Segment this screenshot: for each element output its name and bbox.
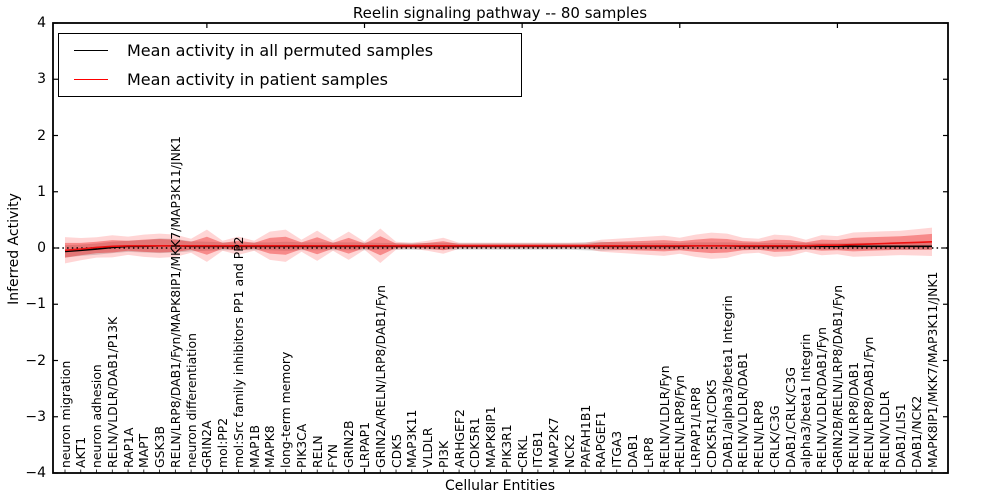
x-tick-label: MAPK8IP1/MKK7/MAP3K11/JNK1 (924, 271, 940, 468)
x-tick-label: GRIN2A/RELN/LRP8/DAB1/Fyn (372, 284, 388, 468)
legend-line-red-icon (74, 79, 108, 80)
x-tick-label: RELN/LRP8 (751, 400, 767, 468)
x-tick-label: MAP1B (246, 424, 262, 468)
x-tick-label: PIK3CA (293, 423, 309, 468)
legend-item-permuted: Mean activity in all permuted samples (74, 36, 521, 65)
legend: Mean activity in all permuted samples Me… (58, 33, 522, 97)
x-tick-label: MAPT (136, 433, 152, 468)
x-tick-label: GRIN2A (199, 420, 215, 469)
x-axis-label: Cellular Entities (444, 478, 556, 494)
y-tick-label: −3 (25, 408, 46, 425)
x-tick-label: RELN (309, 435, 325, 468)
x-tick-label: ARHGEF2 (451, 409, 467, 468)
x-tick-label: ITGA3 (609, 430, 625, 468)
x-tick-label: RELN/LRP8/DAB1/Fyn/MAPK8IP1/MKK7/MAP3K11… (167, 136, 183, 468)
x-tick-label: GRIN2B/RELN/LRP8/DAB1/Fyn (829, 284, 845, 468)
x-tick-label: RELN/VLDLR/DAB1/Fyn (814, 327, 830, 468)
x-tick-label: MAPK8IP1 (483, 406, 499, 468)
y-tick-label: 2 (37, 127, 46, 144)
x-tick-label: RELN/VLDLR (877, 390, 893, 468)
chart-title: Reelin signaling pathway -- 80 samples (352, 4, 648, 22)
x-tick-label: long-term memory (278, 351, 294, 468)
x-tick-label: DAB1/CRLK/C3G (782, 367, 798, 468)
legend-line-black-icon (74, 50, 108, 51)
x-tick-label: RAP1A (120, 427, 136, 468)
x-tick-label: RELN/VLDLR/DAB1/P13K (104, 316, 120, 468)
x-tick-label: CDK5R1/CDK5 (703, 378, 719, 468)
x-tick-label: PIK3R1 (498, 424, 514, 468)
x-tick-label: DAB1 (624, 433, 640, 468)
y-tick-label: 0 (37, 240, 46, 256)
x-tick-label: LRPAP1 (357, 421, 372, 468)
x-tick-label: CRLK/C3G (766, 405, 782, 468)
legend-label-permuted: Mean activity in all permuted samples (127, 41, 434, 60)
x-tick-label: AKT1 (73, 436, 89, 468)
permuted-std-band (65, 238, 932, 258)
x-tick-label: RELN/VLDLR/Fyn (656, 365, 672, 468)
x-tick-label: mol:PP2 (215, 417, 231, 468)
x-tick-label: RELN/LRP8/DAB1/Fyn (861, 336, 877, 468)
y-tick-label: −2 (25, 352, 46, 369)
x-tick-label: RELN/LRP8/DAB1 (845, 361, 861, 468)
x-tick-label: neuron migration (57, 360, 73, 468)
x-tick-label: DAB1/LIS1 (892, 403, 908, 468)
x-tick-label: neuron adhesion (89, 364, 105, 468)
x-tick-label: PI3K (435, 440, 451, 468)
x-tick-label: CDK5R1 (467, 417, 483, 468)
x-tick-label: MAP2K7 (546, 417, 562, 468)
x-tick-label: RELN/VLDLR/DAB1 (735, 352, 751, 468)
x-tick-label: ITGB1 (530, 430, 546, 468)
x-tick-label: NCK2 (561, 434, 577, 468)
x-tick-label: PAFAH1B1 (577, 404, 593, 468)
patient-mean-line (64, 241, 933, 252)
y-tick-label: 4 (37, 15, 46, 31)
x-tick-label: RAPGEF1 (593, 411, 609, 469)
legend-label-patient: Mean activity in patient samples (127, 70, 388, 89)
y-tick-label: 1 (37, 183, 46, 200)
y-tick-label: −4 (25, 465, 46, 481)
x-tick-label: mol:Src family inhibitors PP1 and PP2 (230, 236, 246, 468)
x-tick-label: GSK3B (152, 426, 168, 468)
x-tick-label: MAPK8 (262, 425, 278, 468)
x-tick-label: FYN (325, 444, 341, 468)
x-tick-label: neuron differentiation (183, 333, 199, 468)
y-tick-label: −1 (25, 296, 46, 313)
x-tick-label: LRP8 (640, 437, 656, 468)
x-tick-label: alpha3/beta1 Integrin (798, 333, 814, 468)
x-tick-label: RELN/LRP8/Fyn (672, 374, 688, 468)
x-tick-label: DAB1/alpha3/beta1 Integrin (719, 295, 735, 468)
x-tick-label: LRPAP1/LRP8 (688, 386, 704, 468)
x-tick-label: CRKL (514, 435, 530, 468)
y-tick-label: 3 (37, 71, 46, 88)
x-tick-label: GRIN2B (341, 420, 357, 468)
x-tick-label: DAB1/NCK2 (908, 395, 924, 468)
x-tick-label: MAP3K11 (404, 409, 420, 468)
legend-item-patient: Mean activity in patient samples (74, 65, 521, 94)
x-tick-label: CDK5 (388, 433, 404, 468)
x-tick-label: VLDLR (420, 427, 436, 468)
